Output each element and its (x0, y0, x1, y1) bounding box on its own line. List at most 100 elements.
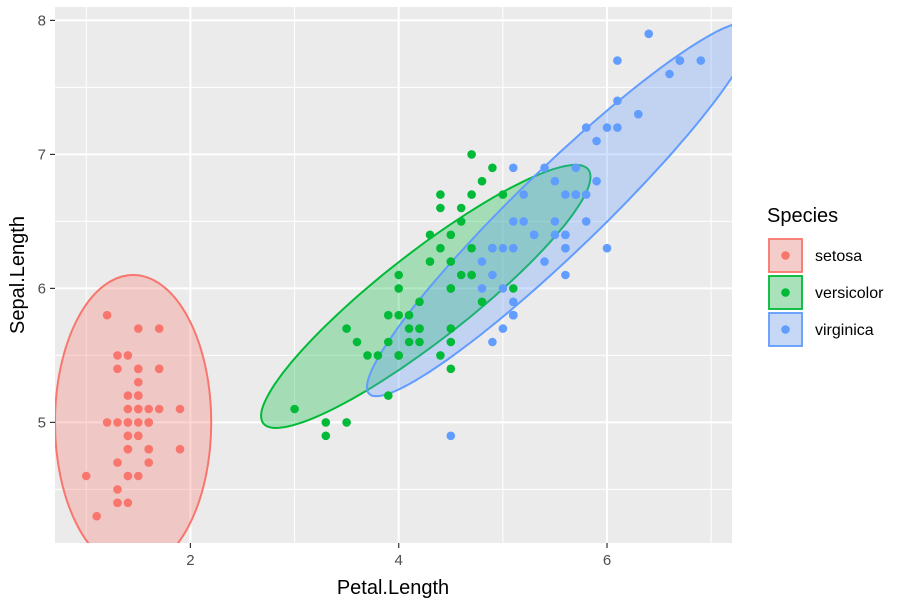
point-virginica (550, 176, 560, 186)
point-virginica (571, 163, 581, 173)
point-versicolor (342, 418, 351, 427)
point-virginica (488, 337, 497, 347)
point-virginica (592, 176, 601, 186)
y-tick-label: 5 (38, 414, 46, 431)
ellipse-virginica (365, 23, 732, 398)
point-versicolor (488, 163, 497, 173)
grid-minor (55, 7, 732, 543)
point-versicolor (352, 337, 362, 347)
point-setosa (113, 485, 122, 494)
point-versicolor (446, 337, 456, 347)
confidence-ellipses (55, 23, 732, 543)
point-setosa (154, 364, 164, 374)
point-setosa (134, 431, 143, 441)
point-virginica (509, 243, 518, 253)
point-virginica (665, 69, 674, 79)
point-setosa (113, 498, 122, 508)
y-tick-label: 8 (38, 12, 46, 29)
point-virginica (488, 243, 497, 253)
point-virginica (550, 230, 560, 240)
point-versicolor (467, 243, 476, 253)
point-setosa (123, 431, 133, 441)
point-versicolor (384, 310, 393, 320)
legend-key-setosa (768, 238, 803, 273)
point-virginica (696, 56, 706, 65)
point-virginica (477, 257, 487, 266)
point-versicolor (446, 324, 456, 333)
point-setosa (123, 471, 133, 481)
point-virginica (509, 217, 518, 226)
point-setosa (144, 418, 153, 427)
point-setosa (134, 377, 143, 387)
point-versicolor (394, 351, 404, 360)
point-virginica (529, 230, 539, 240)
point-virginica (498, 284, 508, 293)
point-virginica (613, 56, 622, 65)
point-setosa (123, 418, 133, 427)
point-virginica (581, 217, 591, 226)
point-versicolor (363, 351, 372, 360)
point-versicolor (456, 270, 466, 280)
legend: Species setosa versicolor virginica (767, 205, 884, 347)
point-versicolor (384, 337, 393, 347)
point-virginica (488, 270, 497, 280)
point-setosa (134, 418, 143, 427)
legend-label-versicolor: versicolor (815, 285, 884, 302)
point-setosa (144, 404, 153, 414)
point-versicolor (415, 297, 424, 307)
point-setosa (154, 404, 164, 414)
point-virginica (519, 217, 528, 226)
point-virginica (561, 270, 570, 280)
point-setosa (134, 471, 143, 481)
point-versicolor (467, 150, 476, 159)
point-virginica (561, 243, 570, 253)
point-versicolor (436, 243, 445, 253)
point-setosa (113, 351, 122, 360)
legend-title: Species (767, 205, 838, 227)
point-versicolor (290, 404, 299, 414)
point-virginica (519, 190, 528, 199)
point-versicolor (477, 297, 487, 307)
y-axis-ticks: 5 6 7 8 (38, 12, 55, 431)
point-virginica (561, 230, 570, 240)
point-versicolor (342, 324, 351, 333)
point-setosa (144, 444, 153, 454)
point-setosa (134, 391, 143, 400)
point-setosa (134, 364, 143, 374)
point-versicolor (394, 284, 404, 293)
point-setosa (102, 418, 112, 427)
point-versicolor (509, 284, 518, 293)
point-virginica (581, 190, 591, 199)
point-versicolor (415, 324, 424, 333)
x-axis-title: Petal.Length (337, 577, 449, 599)
data-points (81, 29, 706, 521)
point-virginica (540, 257, 549, 266)
legend-key-virginica (768, 312, 803, 347)
point-versicolor (404, 310, 414, 320)
point-versicolor (425, 230, 435, 240)
point-virginica (540, 163, 549, 173)
point-virginica (509, 163, 518, 173)
point-virginica (446, 431, 456, 441)
point-versicolor (446, 364, 456, 374)
point-setosa (102, 310, 112, 320)
point-virginica (571, 190, 581, 199)
point-versicolor (467, 190, 476, 199)
point-setosa (81, 471, 91, 481)
point-setosa (123, 498, 133, 508)
point-setosa (123, 404, 133, 414)
point-versicolor (373, 351, 383, 360)
point-setosa (134, 404, 143, 414)
point-versicolor (498, 190, 508, 199)
legend-label-virginica: virginica (815, 322, 874, 339)
point-virginica (477, 284, 487, 293)
plot-panel (55, 7, 732, 543)
point-versicolor (456, 203, 466, 213)
point-virginica (498, 243, 508, 253)
point-versicolor (436, 203, 445, 213)
point-virginica (675, 56, 685, 65)
y-axis-title: Sepal.Length (7, 216, 29, 334)
point-virginica (581, 123, 591, 132)
